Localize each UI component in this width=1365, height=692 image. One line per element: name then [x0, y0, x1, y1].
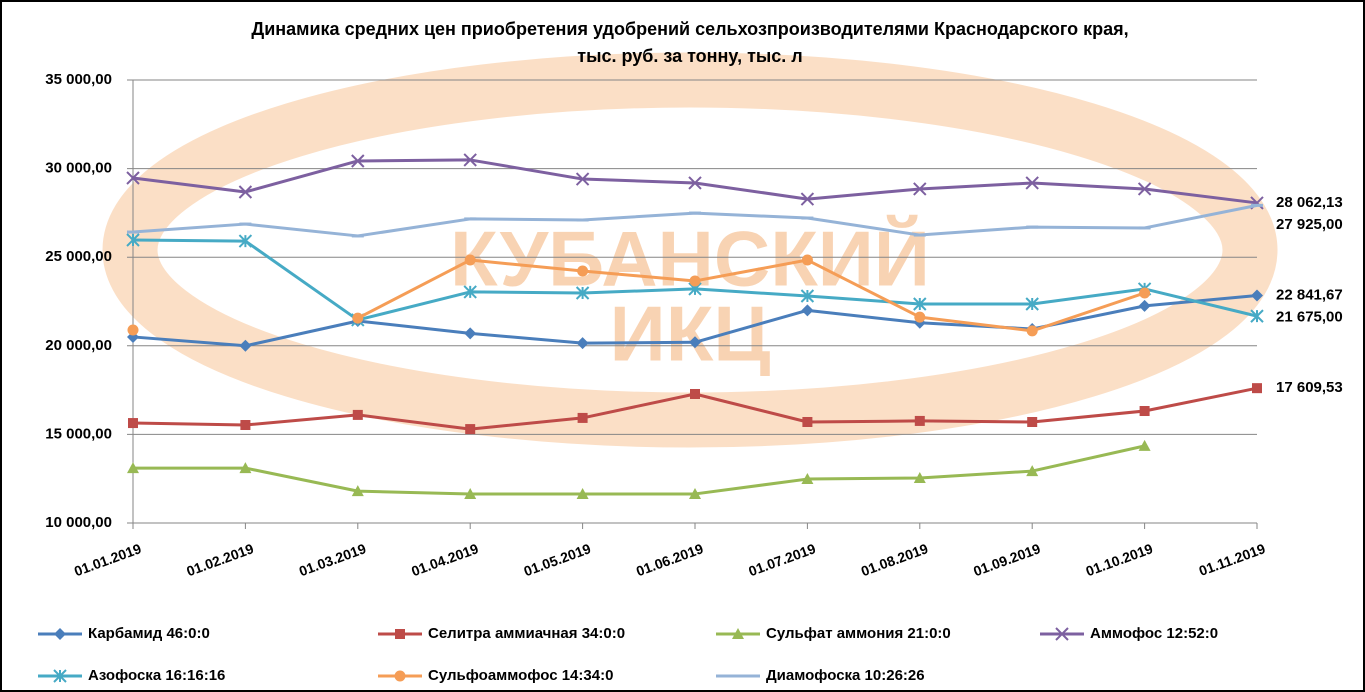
marker	[353, 410, 363, 420]
marker	[465, 255, 476, 266]
legend-label: Диамофоска 10:26:26	[766, 667, 925, 684]
chart: КУБАНСКИЙ ИКЦ Динамика средних цен приоб…	[0, 0, 1365, 692]
marker	[1252, 383, 1262, 393]
value-label: 27 925,00	[1276, 216, 1343, 233]
marker	[802, 417, 812, 427]
marker	[240, 420, 250, 430]
value-label: 22 841,67	[1276, 286, 1343, 303]
legend-label: Карбамид 46:0:0	[88, 625, 210, 642]
marker	[128, 418, 138, 428]
y-tick-label: 20 000,00	[45, 337, 112, 354]
chart-title: тыс. руб. за тонну, тыс. л	[577, 46, 802, 66]
marker	[690, 389, 700, 399]
marker	[690, 275, 701, 286]
marker	[1140, 406, 1150, 416]
legend-label: Сульфоаммофос 14:34:0	[428, 667, 613, 684]
marker	[1027, 417, 1037, 427]
marker	[802, 255, 813, 266]
y-tick-label: 10 000,00	[45, 514, 112, 531]
legend-label: Сульфат аммония 21:0:0	[766, 625, 951, 642]
chart-title: Динамика средних цен приобретения удобре…	[251, 19, 1128, 39]
legend-label: Азофоска 16:16:16	[88, 667, 225, 684]
legend-label: Селитра аммиачная 34:0:0	[428, 625, 625, 642]
marker	[128, 325, 139, 336]
y-tick-label: 15 000,00	[45, 425, 112, 442]
marker	[577, 266, 588, 277]
marker	[395, 671, 406, 682]
marker	[578, 413, 588, 423]
value-label: 28 062,13	[1276, 194, 1343, 211]
y-tick-label: 35 000,00	[45, 71, 112, 88]
value-label: 21 675,00	[1276, 308, 1343, 325]
marker	[395, 629, 405, 639]
watermark-text: ИКЦ	[610, 290, 771, 378]
y-tick-label: 30 000,00	[45, 160, 112, 177]
page: КУБАНСКИЙ ИКЦ Динамика средних цен приоб…	[0, 0, 1365, 692]
marker	[352, 313, 363, 324]
marker	[1027, 325, 1038, 336]
marker	[1139, 287, 1150, 298]
y-tick-label: 25 000,00	[45, 248, 112, 265]
marker	[915, 416, 925, 426]
marker	[465, 424, 475, 434]
value-label: 17 609,53	[1276, 379, 1343, 396]
legend-label: Аммофос 12:52:0	[1090, 625, 1218, 642]
marker	[914, 312, 925, 323]
